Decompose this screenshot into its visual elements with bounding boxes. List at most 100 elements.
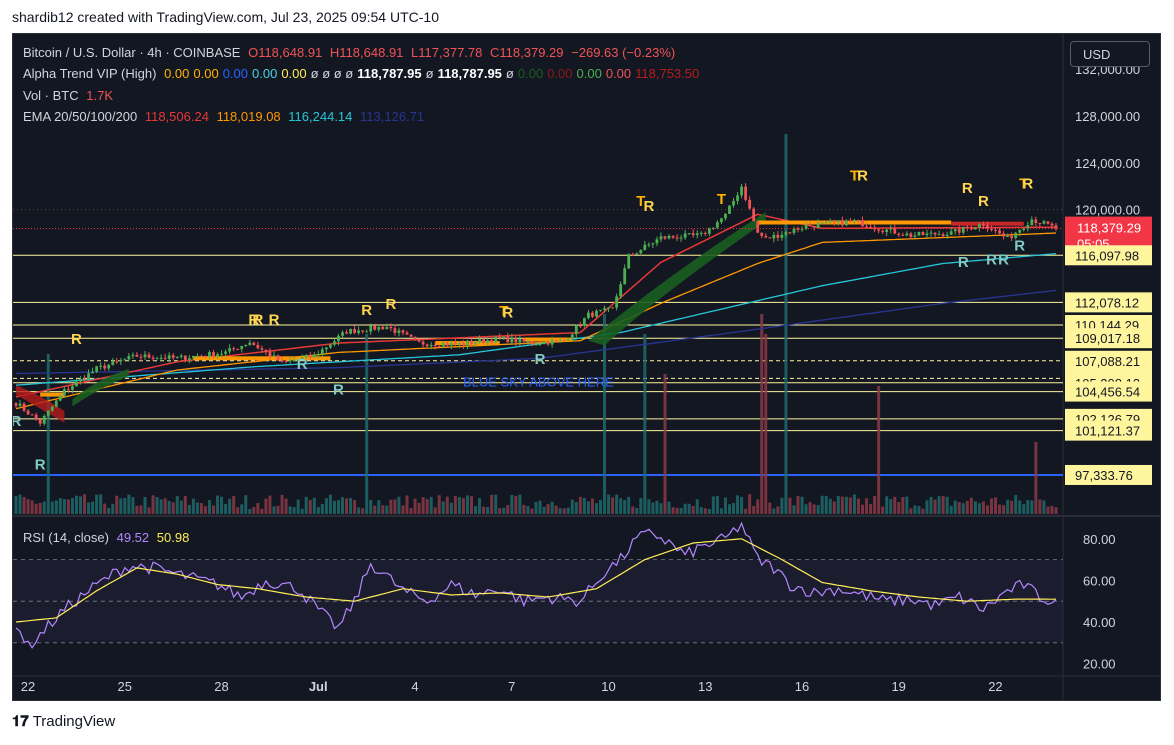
candle-body <box>582 318 586 326</box>
level-tag-label: 97,333.76 <box>1075 468 1133 483</box>
volume-bar <box>856 498 860 514</box>
candle-body <box>397 330 401 333</box>
candle-body <box>300 357 304 360</box>
volume-bar <box>103 503 107 514</box>
volume-bar <box>232 495 236 514</box>
candle-body <box>1038 222 1042 224</box>
signal-marker: R <box>71 331 82 348</box>
volume-bar <box>1034 442 1038 514</box>
volume-bar <box>1006 499 1010 514</box>
legend-alpha-trend[interactable]: Alpha Trend VIP (High) 0.00 0.00 0.00 0.00 0… <box>23 66 707 81</box>
volume-bar <box>985 505 989 514</box>
candle-body <box>200 355 203 357</box>
volume-bar <box>490 494 494 514</box>
volume-bar <box>848 497 852 514</box>
volume-bar <box>316 507 320 514</box>
candle-body <box>284 360 288 362</box>
legend-ema[interactable]: EMA 20/50/100/200 118,506.24 118,019.08 … <box>23 109 428 124</box>
candle-body <box>260 348 264 350</box>
volume-bar <box>183 495 187 514</box>
volume-bar <box>683 503 687 514</box>
trend-ribbon <box>588 211 766 346</box>
volume-bar <box>675 508 679 514</box>
volume-bar <box>248 508 252 514</box>
volume-bar <box>574 501 578 514</box>
volume-bar <box>332 500 336 514</box>
volume-bar <box>707 508 711 514</box>
level-tag-bg <box>1065 464 1152 485</box>
legend-low: L117,377.78 <box>411 45 483 60</box>
volume-bar <box>1002 505 1006 514</box>
signal-marker: R <box>962 180 973 197</box>
currency-button[interactable]: USD <box>1070 41 1150 67</box>
candle-body <box>87 373 90 380</box>
volume-bar <box>869 504 873 514</box>
candle-body <box>752 208 756 222</box>
legend-vol-label[interactable]: Vol · BTC <box>23 88 79 103</box>
volume-bar <box>715 495 719 514</box>
legend-rsi-label[interactable]: RSI (14, close) <box>23 530 109 545</box>
candle-body <box>595 310 598 317</box>
candle-body <box>429 344 433 347</box>
volume-bar <box>772 508 776 514</box>
volume-bar <box>727 504 731 514</box>
volume-bar <box>607 494 611 514</box>
legend-symbol[interactable]: Bitcoin / U.S. Dollar · 4h · COINBASE <box>23 45 241 60</box>
volume-bar <box>268 495 272 514</box>
volume-bar <box>417 502 421 514</box>
legend-rsi[interactable]: RSI (14, close) 49.52 50.98 <box>23 530 193 545</box>
volume-bar <box>877 386 881 514</box>
candle-body <box>534 344 538 346</box>
volume-bar <box>163 498 167 514</box>
candle-body <box>502 336 506 338</box>
volume-bar <box>304 496 308 514</box>
volume-bar <box>933 499 937 514</box>
candle-body <box>607 307 610 309</box>
legend-alpha-value-5: ø ø ø ø <box>310 66 354 81</box>
legend-main[interactable]: Bitcoin / U.S. Dollar · 4h · COINBASE O1… <box>23 45 679 60</box>
volume-bar <box>627 496 631 514</box>
signal-marker: R <box>361 302 372 319</box>
rsi-y-tick-label: 60.00 <box>1083 573 1116 588</box>
volume-bar <box>26 499 30 514</box>
chart-canvas[interactable]: 132,000.00128,000.00124,000.00120,000.00… <box>13 34 1161 701</box>
legend-volume[interactable]: Vol · BTC 1.7K <box>23 88 117 103</box>
volume-bar <box>50 501 54 514</box>
legend-ema-label[interactable]: EMA 20/50/100/200 <box>23 109 138 124</box>
level-tag-label: 116,097.98 <box>1075 248 1139 263</box>
rsi-y-tick-label: 40.00 <box>1083 615 1116 630</box>
candle-body <box>812 226 816 228</box>
candle-body <box>466 340 469 346</box>
candle-body <box>143 354 147 358</box>
volume-bar <box>840 496 844 514</box>
candle-body <box>320 349 324 355</box>
candle-body <box>361 330 365 332</box>
volume-bar <box>901 497 905 514</box>
volume-bar <box>212 505 216 514</box>
legend-alpha-label[interactable]: Alpha Trend VIP (High) <box>23 66 157 81</box>
x-tick-label: 16 <box>795 679 809 694</box>
volume-bar <box>836 495 840 514</box>
chart-frame[interactable]: 132,000.00 128,000.00 124,000.00 120,000.00… <box>12 33 1161 701</box>
candle-body <box>163 357 167 359</box>
volume-bar <box>457 497 461 514</box>
candle-body <box>570 334 574 340</box>
candle-body <box>296 359 300 361</box>
candle-body <box>800 228 804 230</box>
candle-body <box>760 232 764 236</box>
candle-body <box>474 342 477 345</box>
alpha-trend-bar <box>40 392 65 397</box>
volume-bar <box>534 501 538 514</box>
volume-bar <box>711 496 715 514</box>
signal-marker: T <box>636 193 645 210</box>
signal-marker: R <box>857 167 868 184</box>
signal-marker: R <box>986 252 997 269</box>
candle-body <box>95 366 99 372</box>
volume-bar <box>695 499 699 514</box>
candle-body <box>228 348 232 352</box>
footer-brand[interactable]: 𝟏𝟕 TradingView <box>12 713 115 730</box>
candle-body <box>784 232 788 235</box>
volume-bar <box>1026 499 1030 514</box>
candle-body <box>191 355 195 359</box>
candle-body <box>107 364 111 369</box>
